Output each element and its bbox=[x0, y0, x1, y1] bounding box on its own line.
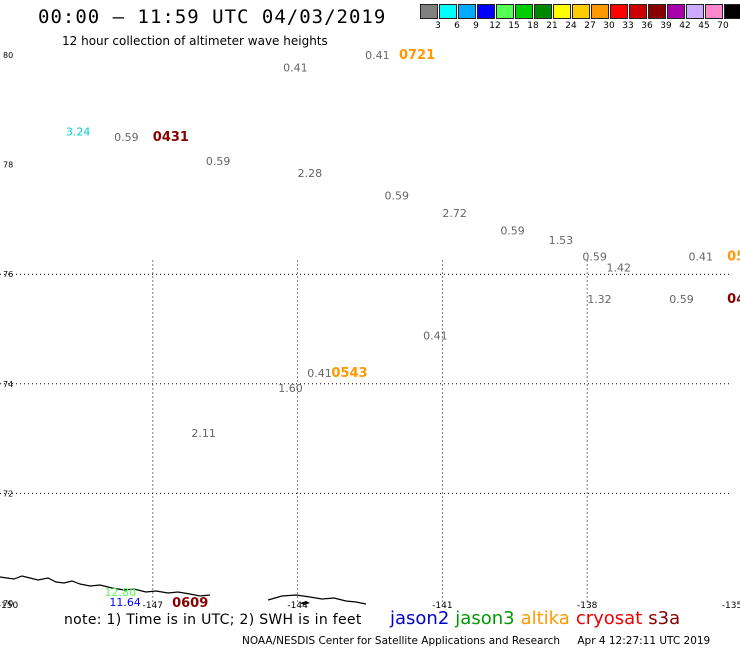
legend-swatch bbox=[591, 4, 609, 19]
lat-tick-label: 72 bbox=[3, 489, 13, 498]
legend-label: 27 bbox=[584, 21, 596, 31]
wave-height-label: 0.59 bbox=[669, 293, 694, 306]
alaska-coastline bbox=[0, 575, 211, 597]
satellite-name: jason2 bbox=[390, 608, 450, 629]
pass-time-label: 0543 bbox=[331, 366, 367, 381]
satellite-legend: jason2 jason3 altika cryosat s3a bbox=[390, 608, 686, 629]
legend-swatch bbox=[420, 4, 438, 19]
legend-swatch bbox=[496, 4, 514, 19]
wave-height-label: 0.41 bbox=[689, 251, 714, 264]
notes-text: note: 1) Time is in UTC; 2) SWH is in fe… bbox=[64, 612, 362, 628]
wave-height-label: 0.59 bbox=[384, 189, 409, 202]
lon-tick-label: -147 bbox=[143, 601, 163, 610]
wave-height-label: 1.42 bbox=[607, 262, 632, 275]
lat-tick-label: 70 bbox=[3, 599, 13, 608]
wave-height-label: 0.41 bbox=[423, 330, 448, 343]
lon-tick-label: -150 bbox=[0, 601, 18, 610]
legend-label: 12 bbox=[489, 21, 501, 31]
legend-label: 70 bbox=[717, 21, 729, 31]
legend-label: 15 bbox=[508, 21, 520, 31]
pass-time-label: 0431 bbox=[153, 130, 189, 145]
legend-label: 30 bbox=[603, 21, 615, 31]
legend-label: 21 bbox=[546, 21, 558, 31]
legend-swatch bbox=[610, 4, 628, 19]
wave-height-label: 2.11 bbox=[191, 427, 216, 440]
legend-swatch bbox=[686, 4, 704, 19]
coastline bbox=[0, 575, 367, 605]
satellite-name: cryosat bbox=[575, 608, 643, 629]
pass-time-label: 05 bbox=[727, 250, 740, 265]
axis-tick-labels: -150 -147 -144 -141 -138 -135 80 78 76 74 72 70 bbox=[0, 51, 740, 610]
map-subtitle: 12 hour collection of altimeter wave hei… bbox=[62, 34, 328, 48]
footer: NOAA/NESDIS Center for Satellite Applica… bbox=[242, 635, 710, 647]
wave-height-label: 1.32 bbox=[587, 293, 612, 306]
wave-height-map: -150 -147 -144 -141 -138 -135 80 78 76 74 72 70 0.4… bbox=[0, 48, 740, 610]
lat-tick-label: 80 bbox=[3, 51, 13, 60]
legend-swatches bbox=[420, 4, 740, 19]
wave-height-label: 0.41 bbox=[283, 62, 308, 75]
legend-label: 36 bbox=[641, 21, 653, 31]
pass-time-label: 0721 bbox=[399, 48, 435, 63]
footer-credit: NOAA/NESDIS Center for Satellite Applica… bbox=[242, 635, 560, 647]
pass-time-label: 0609 bbox=[172, 596, 208, 610]
lat-tick-label: 76 bbox=[3, 270, 13, 279]
legend-swatch bbox=[648, 4, 666, 19]
wave-height-label: 12.80 bbox=[105, 586, 136, 599]
wave-height-label: 2.28 bbox=[298, 167, 323, 180]
wave-height-label: 0.59 bbox=[582, 251, 607, 264]
lon-tick-label: -135 bbox=[722, 601, 740, 610]
yukon-coastline bbox=[267, 594, 367, 605]
wave-height-label: 2.72 bbox=[442, 207, 467, 220]
satellite-name: jason3 bbox=[455, 608, 515, 629]
lat-tick-label: 78 bbox=[3, 161, 13, 170]
wave-height-label: 0.41 bbox=[307, 367, 332, 380]
legend-swatch bbox=[629, 4, 647, 19]
wave-height-label: 1.60 bbox=[278, 382, 303, 395]
legend-swatch bbox=[458, 4, 476, 19]
wave-height-label: 3.24 bbox=[66, 126, 91, 139]
legend-swatch bbox=[515, 4, 533, 19]
legend-label: 9 bbox=[473, 21, 479, 31]
legend-swatch bbox=[477, 4, 495, 19]
wave-height-label: 11.64 bbox=[109, 596, 141, 609]
wave-height-label: 0.59 bbox=[114, 131, 139, 144]
legend-swatch bbox=[572, 4, 590, 19]
satellite-name: altika bbox=[520, 608, 570, 629]
wave-height-label: 0.59 bbox=[206, 155, 231, 168]
legend-label: 3 bbox=[435, 21, 441, 31]
legend-label: 24 bbox=[565, 21, 577, 31]
legend-swatch bbox=[553, 4, 571, 19]
lon-tick-label: -141 bbox=[432, 601, 452, 610]
wave-height-label: 1.53 bbox=[549, 234, 574, 247]
map-title: 00:00 – 11:59 UTC 04/03/2019 bbox=[38, 6, 387, 28]
legend-swatch bbox=[705, 4, 723, 19]
wave-height-labels: 0.41 0.41 0721 3.24 0.59 0431 0.59 2.28 0.59 2.72… bbox=[66, 48, 740, 610]
legend-label: 45 bbox=[698, 21, 710, 31]
satellite-name: s3a bbox=[648, 608, 681, 629]
legend-swatch bbox=[439, 4, 457, 19]
herschel-island bbox=[300, 601, 310, 605]
wave-height-label: 0.59 bbox=[500, 224, 525, 237]
footer-timestamp: Apr 4 12:27:11 UTC 2019 bbox=[577, 635, 711, 647]
legend-swatch bbox=[724, 4, 740, 19]
legend-label: 39 bbox=[660, 21, 672, 31]
legend-label: 18 bbox=[527, 21, 539, 31]
graticule bbox=[0, 260, 732, 603]
legend-label: 6 bbox=[454, 21, 460, 31]
legend-label: 42 bbox=[679, 21, 691, 31]
lat-tick-label: 74 bbox=[3, 380, 13, 389]
pass-time-label: 04 bbox=[727, 292, 740, 307]
wave-height-label: 0.41 bbox=[365, 49, 390, 62]
legend-label: 33 bbox=[622, 21, 634, 31]
legend-swatch bbox=[667, 4, 685, 19]
lon-tick-label: -138 bbox=[577, 601, 598, 610]
legend-swatch bbox=[534, 4, 552, 19]
lon-tick-label: -144 bbox=[287, 601, 308, 610]
